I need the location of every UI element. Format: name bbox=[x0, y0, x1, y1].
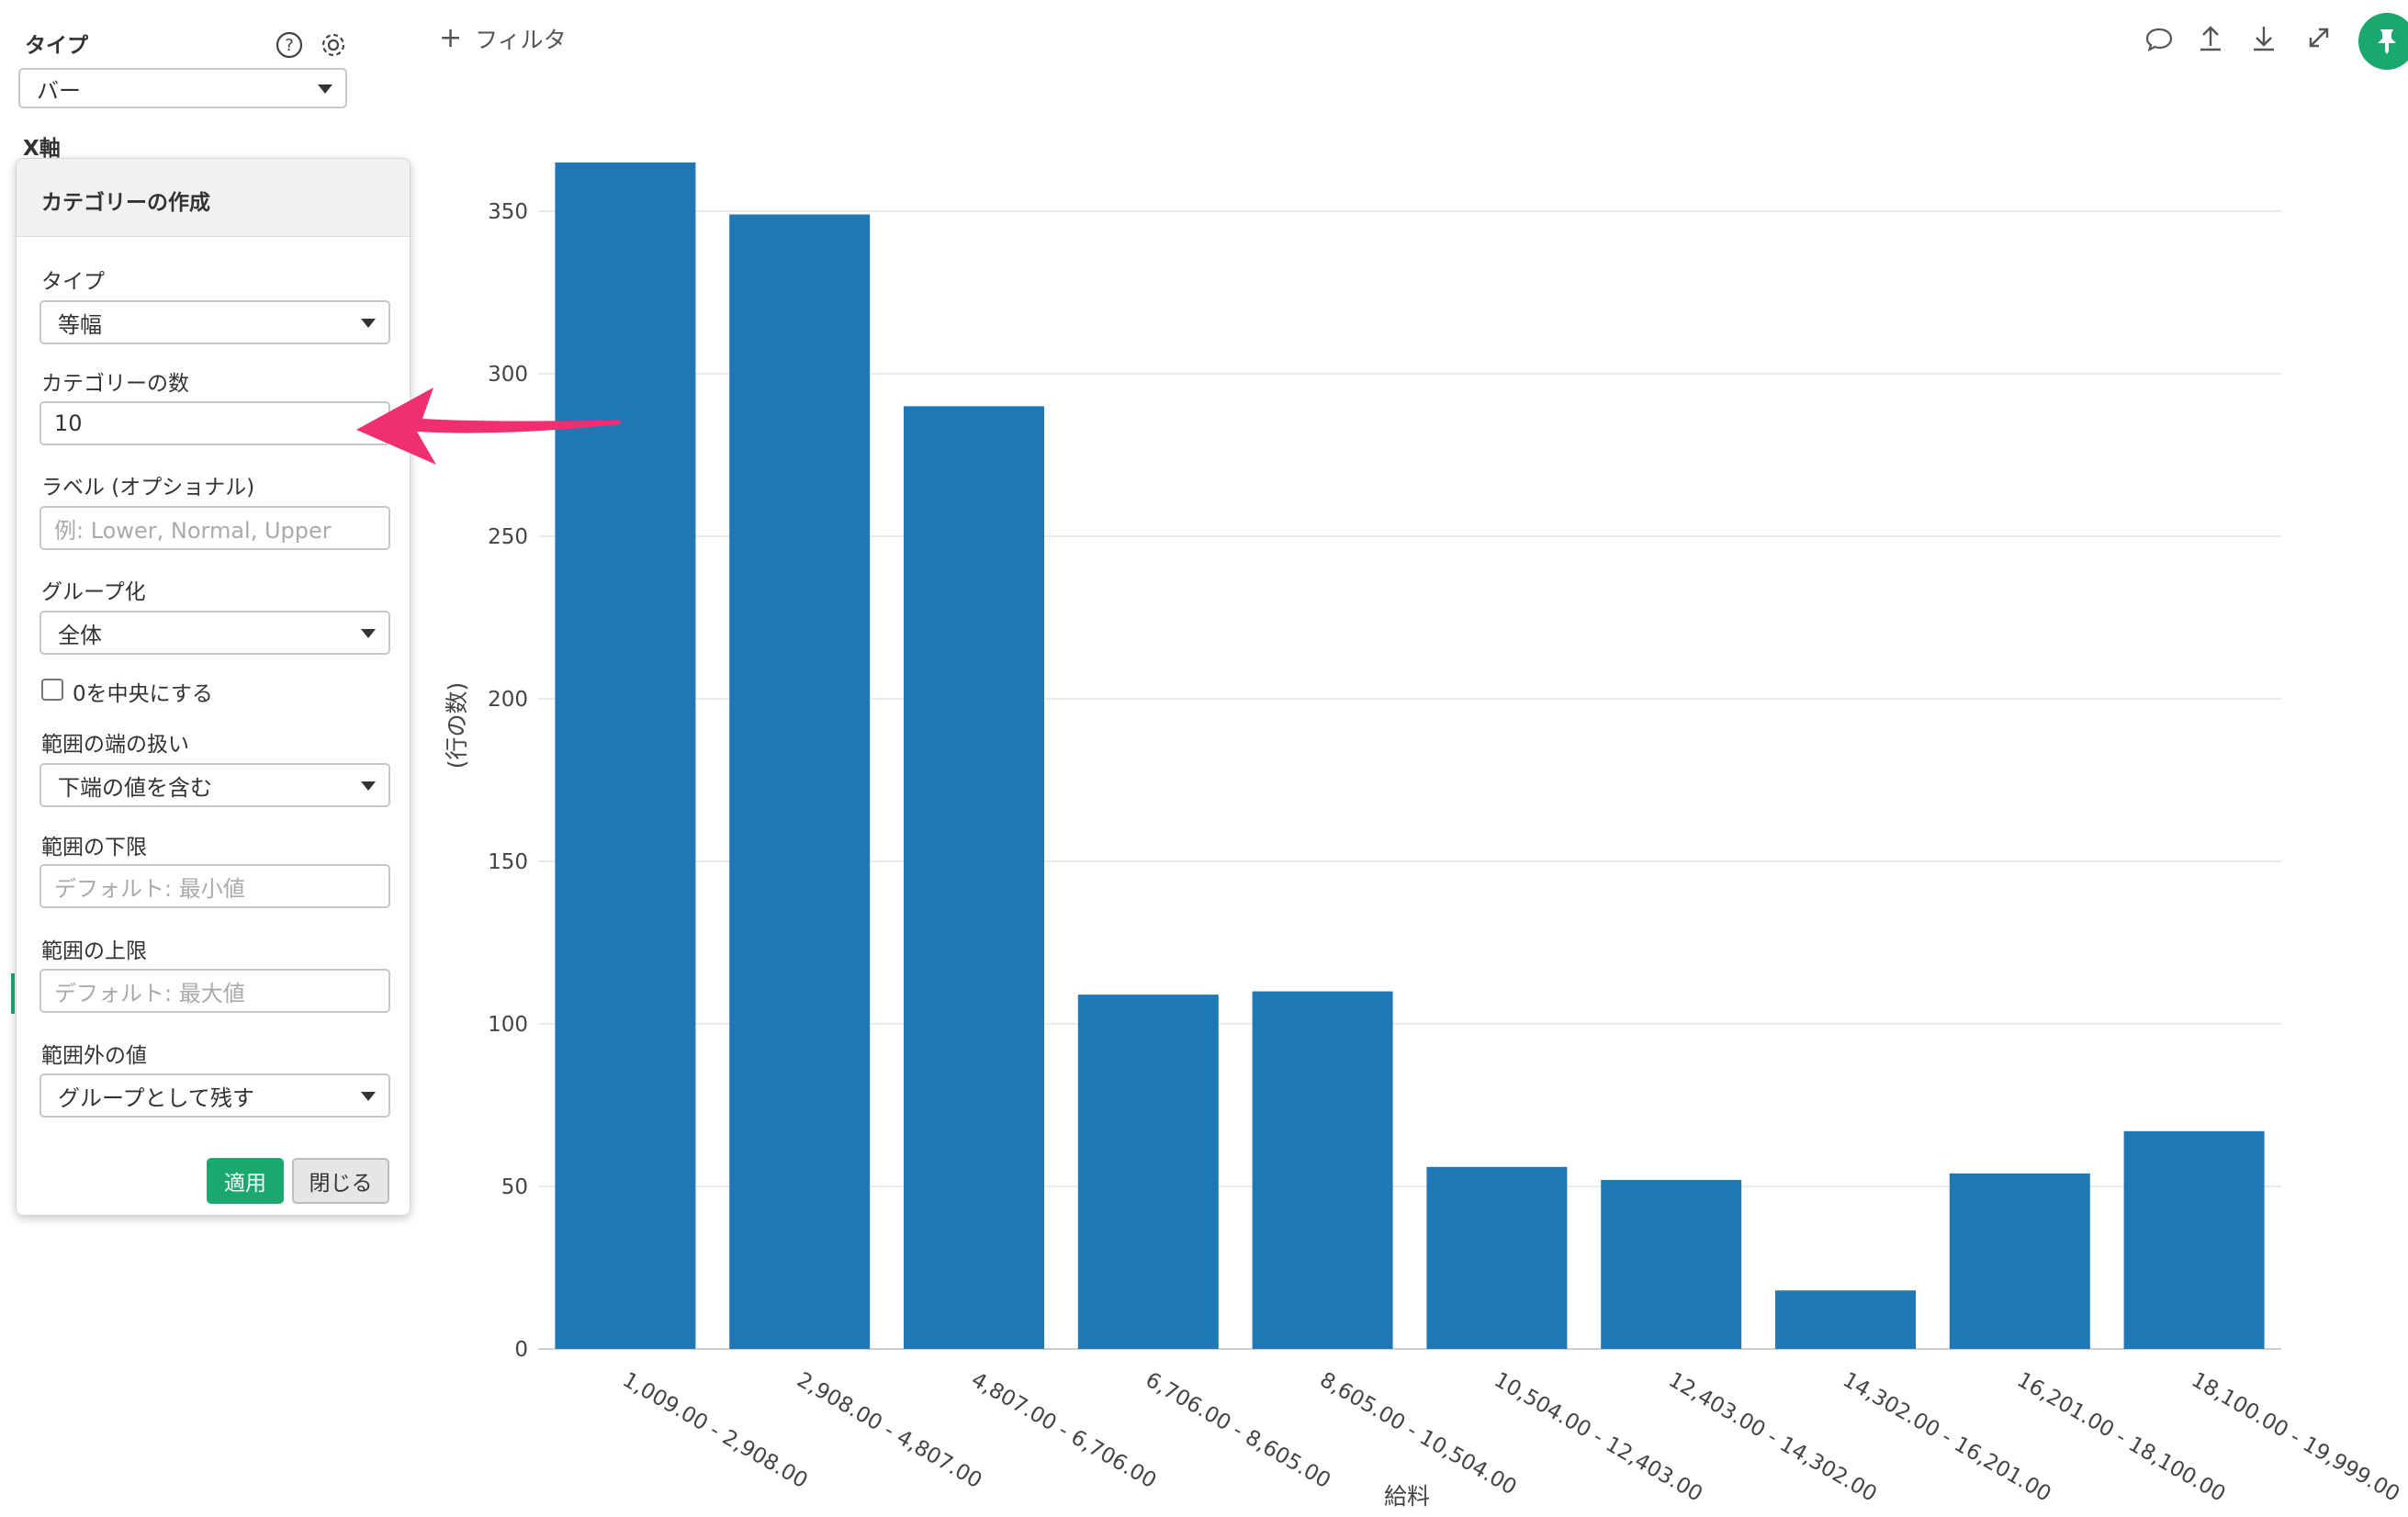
bar bbox=[1949, 1173, 2090, 1349]
bar bbox=[1077, 994, 1219, 1349]
close-button[interactable]: 閉じる bbox=[292, 1158, 389, 1204]
edge-handling-select[interactable]: 下端の値を含む bbox=[39, 763, 390, 807]
y-tick-label: 250 bbox=[488, 525, 528, 549]
outside-values-select[interactable]: グループとして残す bbox=[39, 1073, 390, 1118]
grouping-select[interactable]: 全体 bbox=[39, 611, 390, 655]
chevron-down-icon bbox=[361, 629, 376, 638]
help-icon[interactable]: ? bbox=[274, 29, 305, 61]
bar bbox=[1601, 1179, 1742, 1349]
range-upper-label: 範囲の上限 bbox=[41, 939, 147, 963]
range-lower-input[interactable]: デフォルト: 最小値 bbox=[39, 864, 390, 908]
download-icon[interactable] bbox=[2246, 20, 2281, 55]
y-axis-title: (行の数) bbox=[444, 682, 470, 770]
plus-icon: + bbox=[439, 22, 463, 54]
x-axis-title: 給料 bbox=[1384, 1483, 1430, 1510]
binning-type-select[interactable]: 等幅 bbox=[39, 300, 390, 344]
edge-handling-value: 下端の値を含む bbox=[58, 774, 212, 801]
pin-icon bbox=[2378, 29, 2396, 54]
bar bbox=[555, 162, 696, 1349]
y-tick-label: 300 bbox=[488, 363, 528, 387]
range-upper-input[interactable]: デフォルト: 最大値 bbox=[39, 969, 390, 1013]
category-count-label: カテゴリーの数 bbox=[41, 372, 189, 396]
bar bbox=[1426, 1166, 1568, 1349]
grouping-value: 全体 bbox=[58, 622, 102, 648]
center-zero-label: 0を中央にする bbox=[73, 682, 213, 706]
center-zero-checkbox[interactable] bbox=[41, 679, 63, 701]
edge-handling-label: 範囲の端の扱い bbox=[41, 733, 189, 757]
y-tick-label: 150 bbox=[488, 850, 528, 874]
x-tick-label: 2,908.00 - 4,807.00 bbox=[793, 1368, 985, 1493]
category-count-value: 10 bbox=[54, 410, 83, 436]
label-option-placeholder: 例: Lower, Normal, Upper bbox=[54, 517, 332, 544]
expand-icon[interactable] bbox=[2301, 20, 2336, 55]
category-count-input[interactable]: 10 bbox=[39, 401, 390, 445]
y-tick-label: 100 bbox=[488, 1013, 528, 1037]
add-filter-button[interactable]: + フィルタ bbox=[439, 22, 567, 55]
binning-type-label: タイプ bbox=[41, 270, 105, 294]
chart-type-select[interactable]: バー bbox=[18, 68, 347, 108]
comment-icon[interactable] bbox=[2142, 22, 2177, 57]
chart-type-value: バー bbox=[37, 77, 81, 104]
chevron-down-icon bbox=[361, 319, 376, 328]
label-option-label: ラベル (オプショナル) bbox=[41, 476, 255, 500]
range-lower-placeholder: デフォルト: 最小値 bbox=[54, 875, 245, 902]
y-tick-label: 350 bbox=[488, 200, 528, 224]
apply-button[interactable]: 適用 bbox=[207, 1158, 284, 1204]
hidden-accent-strip bbox=[11, 973, 15, 1014]
pin-button[interactable] bbox=[2358, 13, 2408, 70]
gear-icon[interactable] bbox=[318, 29, 349, 61]
chevron-down-icon bbox=[361, 781, 376, 791]
callout-arrow bbox=[356, 388, 621, 465]
chevron-down-icon bbox=[361, 1092, 376, 1101]
outside-values-value: グループとして残す bbox=[58, 1084, 254, 1111]
bar bbox=[904, 406, 1044, 1349]
category-panel: カテゴリーの作成 タイプ 等幅 カテゴリーの数 10 ラベル (オプショナル) … bbox=[16, 158, 411, 1216]
type-label: タイプ bbox=[25, 34, 88, 58]
bar bbox=[1775, 1290, 1916, 1349]
y-tick-label: 200 bbox=[488, 688, 528, 712]
y-tick-label: 0 bbox=[514, 1338, 528, 1362]
bar bbox=[1252, 991, 1393, 1349]
range-lower-label: 範囲の下限 bbox=[41, 836, 147, 860]
x-tick-label: 1,009.00 - 2,908.00 bbox=[618, 1368, 811, 1493]
x-tick-label: 4,807.00 - 6,706.00 bbox=[967, 1368, 1160, 1493]
label-option-input[interactable]: 例: Lower, Normal, Upper bbox=[39, 506, 390, 550]
range-upper-placeholder: デフォルト: 最大値 bbox=[54, 980, 245, 1006]
outside-values-label: 範囲外の値 bbox=[41, 1044, 147, 1068]
bar bbox=[2123, 1130, 2265, 1349]
chevron-down-icon bbox=[318, 84, 332, 94]
panel-title: カテゴリーの作成 bbox=[41, 191, 210, 215]
bar bbox=[729, 214, 871, 1349]
panel-header bbox=[17, 159, 410, 237]
binning-type-value: 等幅 bbox=[58, 311, 102, 338]
filter-label: フィルタ bbox=[475, 27, 567, 53]
grouping-label: グループ化 bbox=[41, 580, 146, 604]
x-tick-label: 6,706.00 - 8,605.00 bbox=[1142, 1368, 1334, 1493]
y-tick-label: 50 bbox=[501, 1175, 528, 1199]
xaxis-label: X軸 bbox=[23, 137, 61, 161]
svg-text:?: ? bbox=[285, 36, 294, 55]
upload-icon[interactable] bbox=[2193, 20, 2228, 55]
